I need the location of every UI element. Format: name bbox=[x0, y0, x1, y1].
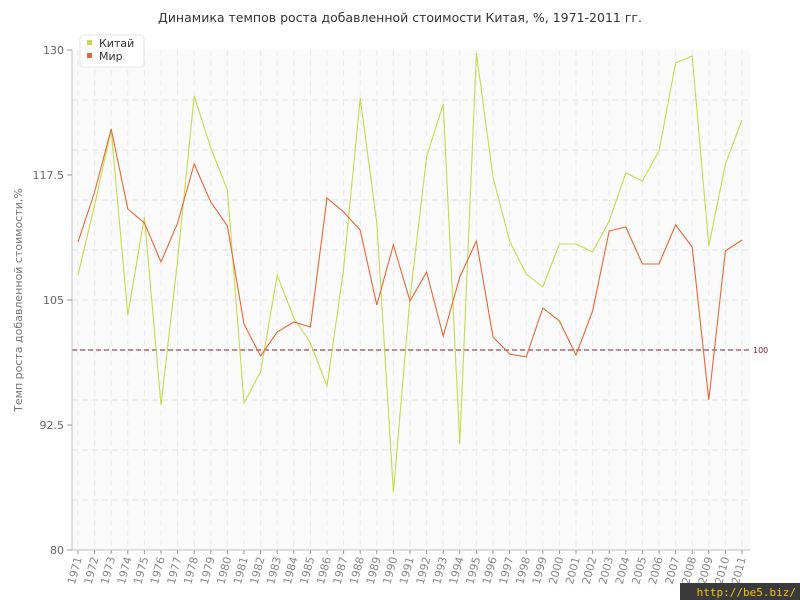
legend-swatch-china bbox=[87, 40, 92, 45]
reference-line-label: 100 bbox=[753, 346, 768, 355]
legend-label-china: Китай bbox=[99, 37, 134, 50]
x-tick-label: 2011 bbox=[729, 555, 749, 585]
watermark[interactable]: http://be5.biz/ bbox=[680, 583, 800, 600]
y-tick-label: 105 bbox=[43, 294, 64, 307]
legend: Китай Мир bbox=[79, 34, 145, 68]
series-line-china bbox=[77, 52, 743, 493]
y-axis-title: Темп роста добавленной стоимости,% bbox=[12, 188, 25, 413]
series-line-world bbox=[77, 128, 743, 401]
legend-swatch-world bbox=[87, 53, 92, 58]
series-group bbox=[77, 52, 743, 493]
watermark-background bbox=[680, 583, 800, 600]
y-tick-label: 80 bbox=[50, 544, 64, 557]
legend-label-world: Мир bbox=[99, 50, 123, 63]
y-tick-label: 130 bbox=[43, 44, 64, 57]
legend-box bbox=[79, 34, 145, 68]
watermark-link[interactable]: http://be5.biz/ bbox=[697, 586, 796, 599]
chart-title: Динамика темпов роста добавленной стоимо… bbox=[158, 10, 642, 25]
reference-line-group: 100 bbox=[72, 346, 768, 355]
x-axis-ticks: 1971197219731974197519761977197819791980… bbox=[65, 550, 749, 586]
y-tick-label: 117.5 bbox=[33, 169, 65, 182]
y-axis-ticks: 80 92.5 105 117.5 130 bbox=[33, 44, 72, 557]
y-tick-label: 92.5 bbox=[40, 419, 65, 432]
